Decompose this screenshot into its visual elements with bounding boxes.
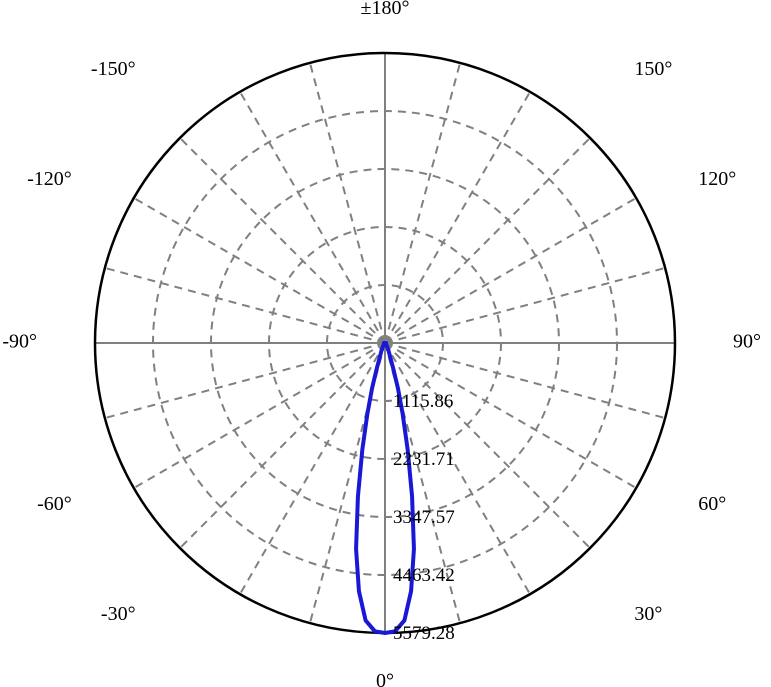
radial-label: 4463.42: [393, 565, 455, 586]
radial-label: 1115.86: [393, 391, 453, 412]
angle-label: -150°: [91, 58, 136, 80]
polar-chart-svg: 0° 30° 60° 90° 120° 150° ±180° -150° -120° -90° -6…: [0, 0, 771, 687]
angle-label: -120°: [27, 168, 72, 190]
angle-label: 120°: [698, 168, 736, 190]
radial-label: 3347.57: [393, 507, 455, 528]
angle-label: -30°: [101, 603, 136, 625]
angle-label: 60°: [698, 493, 726, 515]
angle-label: -60°: [37, 493, 72, 515]
angle-label: 90°: [733, 331, 761, 353]
angle-label: 0°: [376, 670, 394, 687]
radial-label: 5579.28: [393, 623, 455, 644]
polar-chart: 0° 30° 60° 90° 120° 150° ±180° -150° -120° -90° -6…: [0, 0, 771, 687]
angle-label: ±180°: [361, 0, 410, 19]
radial-label: 2231.71: [393, 449, 455, 470]
angle-label: -90°: [2, 331, 37, 353]
angle-label: 150°: [634, 58, 672, 80]
angle-label: 30°: [634, 603, 662, 625]
